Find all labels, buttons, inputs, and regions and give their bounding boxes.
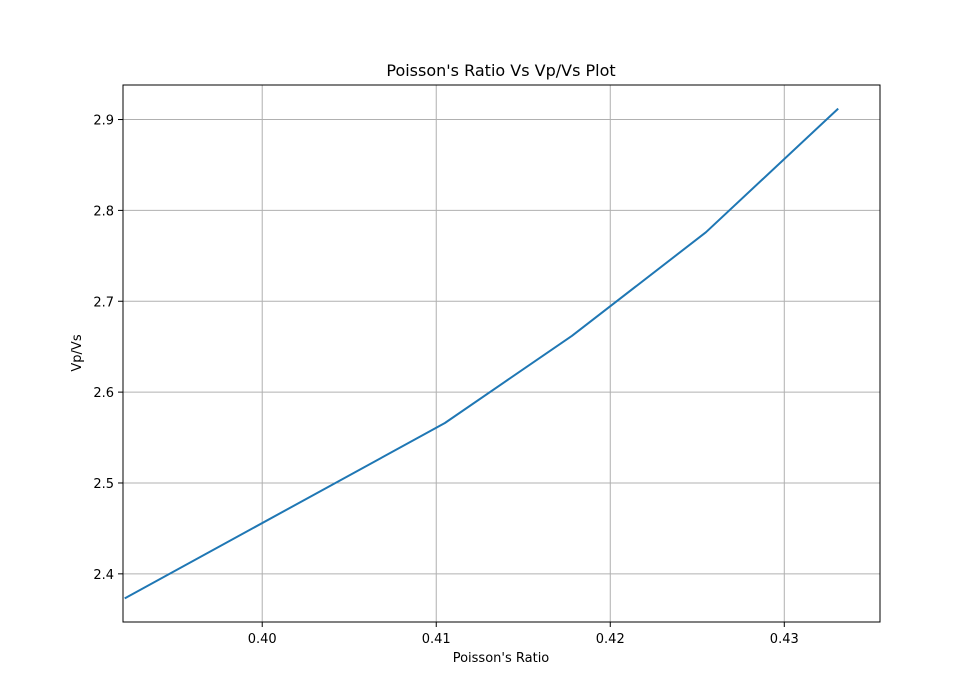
y-tick-label: 2.4 <box>93 568 114 583</box>
grid <box>123 85 880 622</box>
ticks: 0.40 0.41 0.42 0.43 2.4 2.5 2.6 2.7 2.8 2.9 <box>93 114 798 647</box>
series-line <box>124 107 839 600</box>
y-tick-label: 2.7 <box>93 295 114 310</box>
plot-frame <box>122 84 881 623</box>
y-tick-label: 2.9 <box>93 114 114 129</box>
y-tick-label: 2.8 <box>93 204 114 219</box>
y-tick-label: 2.6 <box>93 386 114 401</box>
x-axis-label: Poisson's Ratio <box>453 651 550 666</box>
x-tick-label: 0.40 <box>248 632 277 647</box>
x-tick-label: 0.42 <box>596 632 625 647</box>
x-tick-label: 0.41 <box>422 632 451 647</box>
y-axis-label: Vp/Vs <box>70 334 85 371</box>
y-tick-label: 2.5 <box>93 477 114 492</box>
chart-title: Poisson's Ratio Vs Vp/Vs Plot <box>386 61 615 80</box>
series-group <box>124 107 839 600</box>
x-tick-label: 0.43 <box>770 632 799 647</box>
